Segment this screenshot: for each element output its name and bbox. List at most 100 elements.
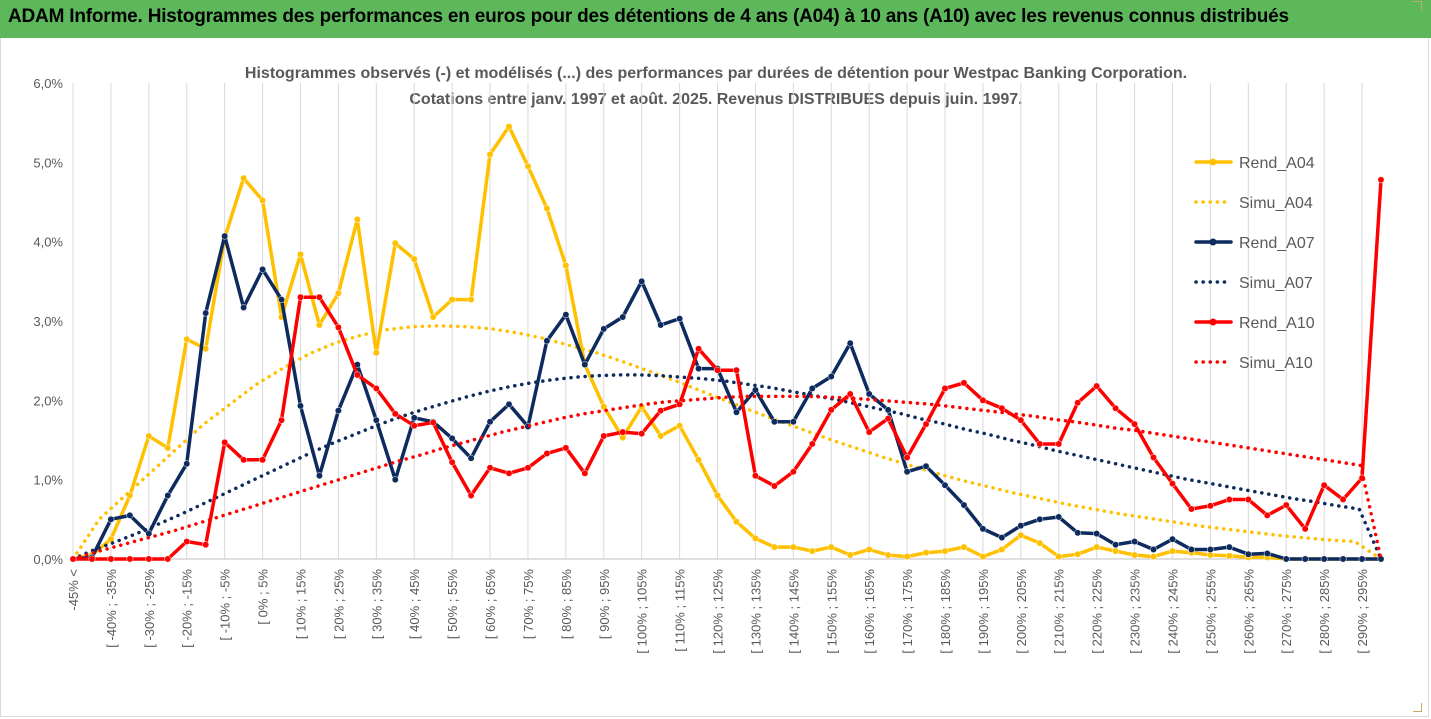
data-point-Rend_A04: [695, 456, 703, 464]
data-point-Rend_A10: [751, 472, 759, 480]
x-tick-label: [ -40% ; -35%: [104, 569, 119, 648]
data-point-Rend_A04: [600, 403, 608, 411]
data-point-Rend_A04: [297, 250, 304, 258]
legend-marker: [1209, 318, 1217, 326]
data-point-Rend_A10: [429, 419, 437, 426]
data-point-Rend_A04: [865, 546, 873, 553]
data-point-Rend_A07: [486, 418, 494, 426]
x-tick-label: [ 130% ; 135%: [748, 569, 763, 654]
data-point-Rend_A10: [1017, 416, 1025, 424]
data-point-Rend_A04: [1150, 553, 1157, 561]
data-point-Rend_A04: [353, 216, 361, 223]
data-point-Rend_A07: [600, 325, 608, 333]
data-point-Rend_A04: [391, 239, 399, 247]
data-point-Rend_A04: [1169, 547, 1176, 555]
data-point-Rend_A07: [789, 418, 797, 426]
data-point-Rend_A10: [1282, 501, 1290, 509]
data-point-Rend_A04: [467, 296, 475, 304]
data-point-Rend_A07: [126, 511, 134, 519]
data-point-Rend_A07: [922, 462, 930, 470]
data-point-Rend_A07: [1244, 550, 1252, 558]
x-tick-label: [ 200% ; 205%: [1014, 569, 1029, 654]
data-point-Rend_A10: [638, 430, 646, 438]
y-tick-label: 2,0%: [33, 393, 63, 408]
x-tick-label: [ 70% ; 75%: [521, 569, 536, 640]
data-point-Rend_A07: [467, 454, 475, 462]
data-point-Rend_A04: [505, 123, 513, 131]
data-point-Rend_A04: [733, 518, 740, 526]
y-tick-label: 0,0%: [33, 552, 63, 567]
x-axis: -45% < [ -40% ; -35% [ -30% ; -25% [ -20% ;…: [66, 558, 1381, 654]
data-point-Rend_A04: [240, 174, 248, 182]
data-point-Rend_A10: [1301, 525, 1309, 533]
data-point-Rend_A10: [657, 407, 665, 415]
data-point-Rend_A07: [998, 534, 1006, 542]
data-point-Rend_A07: [808, 384, 816, 392]
y-tick-label: 6,0%: [33, 76, 63, 91]
data-point-Rend_A04: [1055, 553, 1063, 561]
data-point-Rend_A07: [164, 492, 172, 499]
series-layer: [69, 123, 1385, 563]
x-tick-label: [ 290% ; 295%: [1355, 569, 1370, 654]
data-point-Rend_A04: [1074, 550, 1082, 558]
data-point-Rend_A07: [1131, 538, 1139, 545]
data-point-Rend_A10: [202, 541, 210, 549]
data-point-Rend_A07: [259, 265, 267, 273]
data-point-Rend_A10: [695, 345, 703, 353]
x-tick-label: [ 140% ; 145%: [786, 569, 801, 654]
x-tick-label: [ 180% ; 185%: [938, 569, 953, 654]
data-point-Rend_A07: [1339, 555, 1347, 563]
data-point-Rend_A04: [429, 313, 437, 321]
data-point-Rend_A10: [297, 293, 304, 301]
data-point-Rend_A10: [1244, 496, 1252, 503]
data-point-Rend_A04: [334, 289, 342, 297]
y-axis: 0,0% 1,0% 2,0% 3,0% 4,0% 5,0% 6,0%: [33, 76, 63, 567]
data-point-Rend_A10: [221, 438, 229, 446]
data-point-Rend_A10: [88, 555, 96, 563]
data-point-Rend_A10: [1055, 440, 1063, 448]
data-point-Rend_A07: [562, 311, 570, 319]
data-point-Rend_A07: [202, 309, 210, 317]
y-tick-label: 3,0%: [33, 314, 63, 329]
data-point-Rend_A04: [751, 534, 759, 542]
data-point-Rend_A07: [770, 418, 778, 426]
data-point-Rend_A10: [372, 384, 380, 392]
data-point-Rend_A04: [941, 547, 949, 555]
chart-title: Histogrammes observés (-) et modélisés (…: [245, 65, 1187, 82]
data-point-Rend_A07: [960, 501, 968, 509]
data-point-Rend_A04: [960, 543, 968, 551]
data-point-Rend_A10: [770, 482, 778, 490]
data-point-Rend_A04: [372, 349, 380, 357]
legend-label: Simu_A07: [1239, 275, 1313, 292]
data-point-Rend_A10: [600, 432, 608, 440]
data-point-Rend_A10: [1150, 454, 1157, 461]
data-point-Rend_A10: [979, 396, 987, 404]
data-point-Rend_A10: [259, 456, 267, 464]
data-point-Rend_A07: [1320, 555, 1328, 563]
data-point-Rend_A04: [145, 432, 153, 440]
data-point-Rend_A07: [145, 530, 153, 538]
data-point-Rend_A07: [941, 481, 949, 489]
data-point-Rend_A04: [1131, 551, 1139, 559]
series-line-Rend_A10: [71, 178, 1383, 561]
corner-marker: [1413, 703, 1422, 712]
data-point-Rend_A07: [278, 296, 285, 304]
data-point-Rend_A10: [941, 384, 949, 392]
data-point-Rend_A10: [865, 428, 873, 436]
banner-title: ADAM Informe. Histogrammes des performan…: [8, 6, 1289, 27]
data-point-Rend_A07: [240, 304, 248, 311]
x-tick-label: [ 90% ; 95%: [597, 569, 612, 640]
data-point-Rend_A07: [448, 434, 456, 442]
data-point-Rend_A04: [448, 296, 456, 304]
x-tick-label: [ -10% ; -5%: [218, 569, 233, 641]
chart-subtitle: Cotations entre janv. 1997 et août. 2025…: [409, 91, 1022, 108]
x-tick-label: [ 60% ; 65%: [483, 569, 498, 640]
x-tick-label: [ 100% ; 105%: [635, 569, 650, 654]
data-point-Rend_A10: [353, 371, 361, 379]
data-point-Rend_A04: [770, 543, 778, 551]
data-point-Rend_A10: [1320, 481, 1328, 489]
data-point-Rend_A10: [714, 366, 721, 374]
x-tick-label: [ 120% ; 125%: [711, 569, 726, 654]
data-point-Rend_A07: [903, 468, 911, 476]
data-point-Rend_A07: [183, 460, 191, 468]
